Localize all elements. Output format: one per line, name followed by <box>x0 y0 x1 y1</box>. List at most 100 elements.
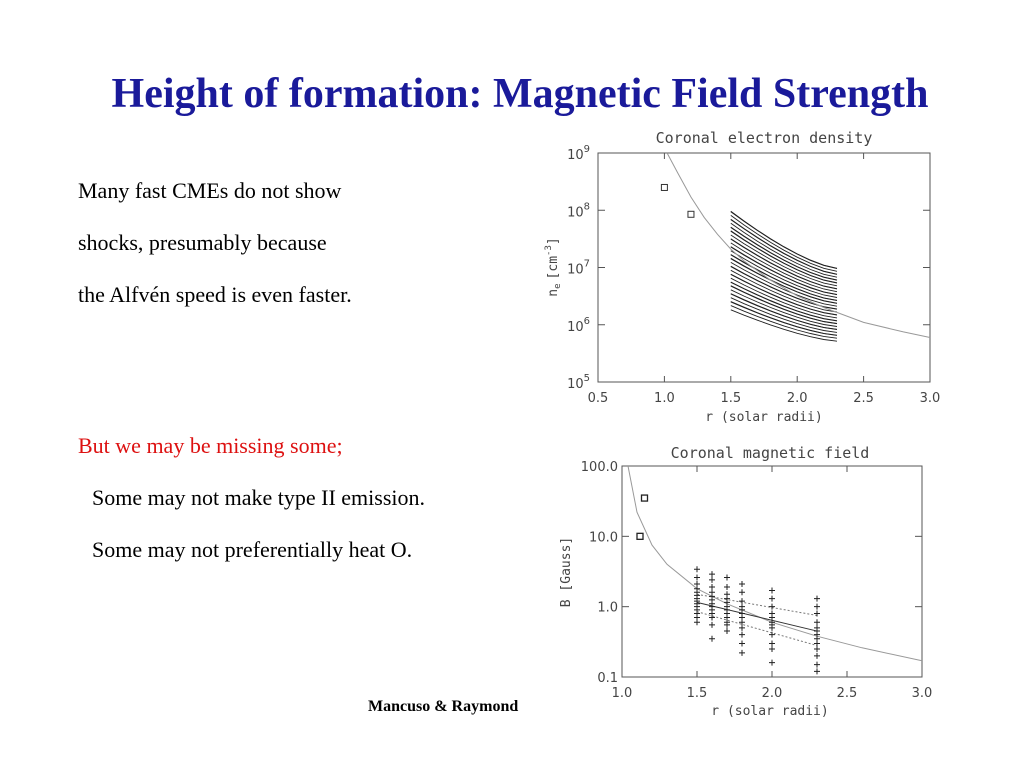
chart2-xtick-label: 2.5 <box>837 686 858 701</box>
chart2-ytick-label: 100.0 <box>581 460 618 475</box>
chart2-plus-point <box>769 595 775 602</box>
chart1-ytick-label: 106 <box>567 316 590 335</box>
chart2-plus-point <box>814 646 820 653</box>
chart1-frame <box>597 152 931 383</box>
chart2-title: Coronal magnetic field <box>671 444 870 462</box>
chart1-cme-curve <box>730 230 838 284</box>
chart1-cme-curve <box>730 219 838 275</box>
chart2-ylabel: B [Gauss] <box>559 537 574 607</box>
chart1-cme-curve <box>730 297 838 333</box>
indented-line-1: Some may not make type II emission. <box>92 485 425 510</box>
chart2-plus-point <box>814 595 820 602</box>
chart2-plus-point <box>814 652 820 659</box>
chart2-plus-point <box>709 621 715 628</box>
chart2-plus-point <box>814 610 820 617</box>
body-line-2: shocks, presumably because <box>78 230 327 255</box>
chart2-plus-point <box>694 574 700 581</box>
chart1-square-point <box>660 183 668 191</box>
chart1-cme-curve <box>730 227 838 281</box>
chart2-plus-point <box>724 621 730 628</box>
chart1-cme-curve <box>730 289 838 327</box>
chart2-trend-line <box>696 601 818 632</box>
chart2-plus-point <box>769 624 775 631</box>
chart1-cme-curve <box>730 305 838 339</box>
chart2-plus-point <box>724 584 730 591</box>
chart2-plus-point <box>739 649 745 656</box>
chart1-xtick-label: 2.5 <box>853 391 874 406</box>
chart1-cme-curve <box>730 215 838 272</box>
chart1-xtick-label: 0.5 <box>588 391 609 406</box>
chart2-plus-point <box>814 668 820 675</box>
chart2-plus-point <box>709 635 715 642</box>
chart2-plus-point <box>814 640 820 647</box>
chart2-plus-point <box>739 581 745 588</box>
chart2-square-point <box>640 494 649 502</box>
chart2-plus-point <box>724 628 730 635</box>
chart1-cme-curve <box>730 293 838 330</box>
chart1-cme-curve <box>730 309 838 342</box>
slide-title: Height of formation: Magnetic Field Stre… <box>111 71 929 117</box>
chart1-cme-curve <box>730 274 838 316</box>
chart1-model-curve <box>666 152 931 338</box>
chart2-plus-point <box>709 614 715 621</box>
chart1-xlabel: r (solar radii) <box>705 410 822 425</box>
chart1-cme-curve <box>730 285 838 325</box>
chart2-ytick-label: 0.1 <box>597 671 618 686</box>
chart2-plus-point <box>739 598 745 605</box>
chart1-cme-curve <box>730 301 838 336</box>
chart2-plus-point <box>769 646 775 653</box>
chart1-cme-curve <box>730 262 838 307</box>
chart1-cme-curve <box>730 254 838 301</box>
chart1-ytick-label: 108 <box>567 201 590 220</box>
body-line-3: the Alfvén speed is even faster. <box>78 282 352 307</box>
chart1-cme-curve <box>730 281 838 322</box>
chart2-xtick-label: 3.0 <box>912 686 933 701</box>
chart1-cme-curve <box>730 258 838 304</box>
chart2-model-curve <box>627 465 923 662</box>
chart2-plus-point <box>709 576 715 583</box>
chart1-square-point <box>687 210 695 218</box>
chart2-plus-point <box>739 624 745 631</box>
chart1-cme-curve <box>730 238 838 290</box>
credit: Mancuso & Raymond <box>368 698 519 715</box>
chart1-cme-curve <box>730 222 838 278</box>
chart2-trend-line <box>696 611 818 647</box>
chart1-cme-curve <box>730 250 838 298</box>
chart2-plus-point <box>769 631 775 638</box>
chart1-cme-curve <box>730 242 838 293</box>
chart2-plus-point <box>694 619 700 626</box>
chart2-plus-point <box>739 640 745 647</box>
chart1-ytick-label: 109 <box>567 144 590 163</box>
chart2-plus-point <box>739 619 745 626</box>
density-chart: Coronal electron density 0.5 1.0 1.5 2.0 2.5… <box>544 129 941 425</box>
chart2-xtick-label: 1.0 <box>612 686 633 701</box>
chart1-cme-curve <box>730 277 838 319</box>
chart1-cme-curve <box>730 234 838 287</box>
chart1-title: Coronal electron density <box>656 129 873 147</box>
chart2-plus-point <box>709 571 715 578</box>
chart1-xtick-label: 1.5 <box>720 391 741 406</box>
chart1-xtick-label: 1.0 <box>654 391 675 406</box>
chart2-plus-point <box>694 566 700 573</box>
chart2-ytick-label: 10.0 <box>589 530 618 545</box>
chart2-plus-point <box>739 631 745 638</box>
chart2-trend-line <box>696 593 818 616</box>
chart2-plus-point <box>769 587 775 594</box>
indented-line-2: Some may not preferentially heat O. <box>92 537 413 562</box>
chart2-ytick-label: 1.0 <box>597 601 618 616</box>
chart2-plus-point <box>769 659 775 666</box>
chart2-plus-point <box>709 584 715 591</box>
chart1-xtick-label: 2.0 <box>787 391 808 406</box>
chart1-ylabel: ne[cm-3] <box>544 237 563 296</box>
chart1-cme-curve <box>730 246 838 296</box>
chart2-plus-point <box>814 603 820 610</box>
chart2-plus-point <box>814 661 820 668</box>
chart1-xtick-label: 3.0 <box>920 391 941 406</box>
chart2-plus-point <box>769 603 775 610</box>
chart1-cme-curve <box>730 269 838 313</box>
chart2-plus-point <box>739 589 745 596</box>
red-line: But we may be missing some; <box>78 433 343 458</box>
chart2-xtick-label: 1.5 <box>687 686 708 701</box>
chart2-plus-point <box>769 640 775 647</box>
chart2-xtick-label: 2.0 <box>762 686 783 701</box>
